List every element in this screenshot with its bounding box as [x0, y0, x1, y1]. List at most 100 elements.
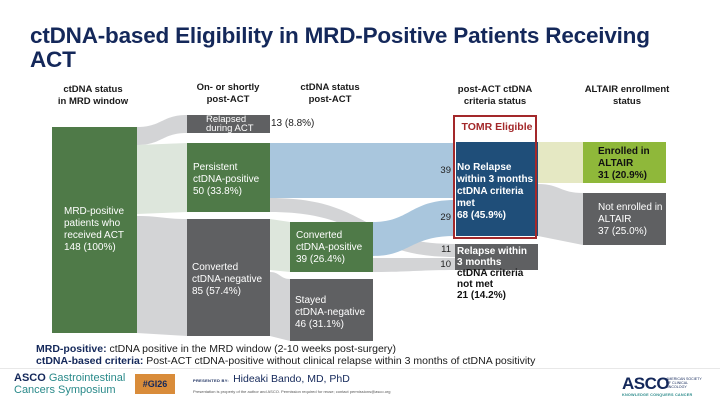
column-header-line: post-ACT: [206, 94, 250, 105]
label-line: ctDNA-negative: [192, 274, 263, 285]
label-line: 50 (33.8%): [193, 186, 242, 197]
flow-label-persistent-to-met: 39: [440, 165, 451, 176]
label-line: Stayed: [295, 295, 327, 306]
label-enrolled: Enrolled in ALTAIR 31 (20.9%): [598, 146, 650, 182]
node-converted-ctdna-positive: [290, 222, 373, 272]
label-line: ALTAIR: [598, 214, 632, 225]
flow-converted-negative-to-stayed-negative: [270, 272, 290, 341]
label-criteria-met: No Relapse within 3 months ctDNA criteri…: [457, 162, 533, 222]
node-criteria-met: [456, 142, 538, 236]
label-line: ALTAIR: [598, 158, 634, 169]
label-converted-positive: Converted ctDNA-positive 39 (26.4%): [296, 230, 362, 266]
column-header-line: On- or shortly: [196, 82, 260, 93]
column-header-line: status: [613, 96, 641, 107]
label-not-enrolled: Not enrolled in ALTAIR 37 (25.0%): [598, 202, 662, 238]
asco-gi-symposium-logo: ASCO Gastrointestinal Cancers Symposium: [14, 372, 125, 396]
asco-logo-text: ASCO: [622, 374, 670, 393]
label-line: ctDNA-positive: [193, 174, 260, 185]
label-line: Relapse within: [457, 246, 528, 257]
column-header-line: ALTAIR enrollment: [584, 84, 670, 95]
label-line: Not enrolled in: [598, 202, 663, 213]
column-header-mrd-window: ctDNA status in MRD window: [38, 84, 148, 108]
column-header-line: in MRD window: [57, 96, 129, 107]
footnote-term: MRD-positive:: [36, 343, 107, 355]
presenter-line: PRESENTED BY: Hideaki Bando, MD, PhD: [193, 373, 350, 385]
column-header-criteria-status: post-ACT ctDNA criteria status: [445, 84, 545, 108]
column-header-line: post-ACT ctDNA: [457, 84, 533, 95]
asco-logo-subtext: AMERICAN SOCIETY OF CLINICAL ONCOLOGY: [666, 377, 702, 389]
flow-converted-negative-to-converted-positive: [270, 219, 290, 272]
footer-divider: [0, 368, 720, 369]
flow-persistent-to-criteria-met: [270, 143, 455, 198]
label-relapsed-value: 13 (8.8%): [271, 118, 315, 129]
label-line: No Relapse: [457, 162, 512, 173]
column-header-line: post-ACT: [308, 94, 352, 105]
label-line: ctDNA-negative: [295, 307, 366, 318]
label-line: 3 months: [457, 257, 502, 268]
node-criteria-not-met: [455, 244, 538, 270]
label-line: Relapsed: [206, 114, 247, 125]
asco-logo: ASCO AMERICAN SOCIETY OF CLINICAL ONCOLO…: [622, 374, 702, 397]
flow-label-convpos-to-met: 29: [440, 212, 451, 223]
flow-converted-positive-to-criteria-met: [373, 200, 455, 256]
presenter-name: Hideaki Bando, MD, PhD: [233, 373, 350, 385]
column-header-post-act: ctDNA status post-ACT: [280, 82, 380, 106]
footnote-term: ctDNA-based criteria:: [36, 355, 144, 367]
label-line: Converted: [296, 230, 343, 241]
footnote-text: ctDNA positive in the MRD window (2-10 w…: [106, 343, 397, 355]
flow-mrd-to-persistent: [137, 143, 187, 214]
label-criteria-not-met: Relapse within 3 months ctDNA criteria n…: [457, 246, 527, 301]
flow-label-convpos-to-notmet: 10: [440, 259, 451, 270]
label-line: received ACT: [64, 230, 125, 241]
tomr-eligible-label: TOMR Eligible: [461, 121, 533, 133]
column-header-line: ctDNA status: [300, 82, 360, 93]
node-relapsed-during-act: [187, 115, 270, 133]
label-line: ctDNA criteria: [457, 268, 524, 279]
label-relapsed-during-act: Relapsed during ACT: [206, 114, 254, 134]
flow-converted-positive-to-criteria-not-met: [373, 258, 455, 272]
footnote-ctdna-criteria: ctDNA-based criteria: Post-ACT ctDNA-pos…: [36, 355, 535, 367]
footnotes: MRD-positive: ctDNA positive in the MRD …: [36, 343, 535, 367]
disclaimer: Presentation is property of the author a…: [193, 389, 391, 394]
node-enrolled-altair: [583, 142, 666, 183]
node-converted-ctdna-negative: [187, 219, 270, 336]
symposium-line2: Cancers Symposium: [14, 384, 116, 396]
footnote-mrd-positive: MRD-positive: ctDNA positive in the MRD …: [36, 343, 535, 355]
label-stayed-negative: Stayed ctDNA-negative 46 (31.1%): [295, 295, 365, 331]
label-line: not met: [457, 279, 494, 290]
tomr-eligible-frame: [453, 115, 537, 239]
label-line: Persistent: [193, 162, 238, 173]
label-line: MRD-positive: [64, 206, 125, 217]
label-line: during ACT: [206, 123, 254, 134]
presented-by-label: PRESENTED BY:: [193, 378, 230, 383]
label-converted-negative: Converted ctDNA-negative 85 (57.4%): [192, 262, 262, 298]
flow-mrd-to-relapsed: [137, 115, 187, 145]
column-header-altair-status: ALTAIR enrollment status: [572, 84, 682, 108]
label-line: 68 (45.9%): [457, 210, 506, 221]
label-persistent-positive: Persistent ctDNA-positive 50 (33.8%): [193, 162, 259, 198]
label-line: met: [457, 198, 475, 209]
flow-label-persistent-to-notmet: 11: [441, 244, 451, 255]
label-line: 31 (20.9%): [598, 170, 647, 181]
flow-mrd-to-converted-negative: [137, 216, 187, 336]
label-line: 85 (57.4%): [192, 286, 241, 297]
label-line: 37 (25.0%): [598, 226, 647, 237]
label-line: ctDNA criteria: [457, 186, 524, 197]
label-line: patients who: [64, 218, 121, 229]
hashtag-badge: #GI26: [135, 374, 175, 394]
asco-tagline: KNOWLEDGE CONQUERS CANCER: [622, 393, 693, 397]
column-header-line: criteria status: [463, 96, 527, 107]
label-line: within 3 months: [457, 174, 534, 185]
label-line: 46 (31.1%): [295, 319, 344, 330]
label-mrd-positive: MRD-positive patients who received ACT 1…: [64, 206, 124, 254]
symposium-line1: Gastrointestinal: [48, 372, 126, 384]
flow-criteria-met-to-enrolled: [538, 142, 583, 183]
node-stayed-ctdna-negative: [290, 279, 373, 341]
flow-criteria-met-to-not-enrolled: [538, 184, 583, 245]
node-mrd-positive: [52, 127, 137, 333]
label-line: 39 (26.4%): [296, 254, 345, 265]
slide-title: ctDNA-based Eligibility in MRD-Positive …: [30, 23, 650, 72]
column-header-line: ctDNA status: [63, 84, 123, 95]
node-not-enrolled-altair: [583, 193, 666, 245]
